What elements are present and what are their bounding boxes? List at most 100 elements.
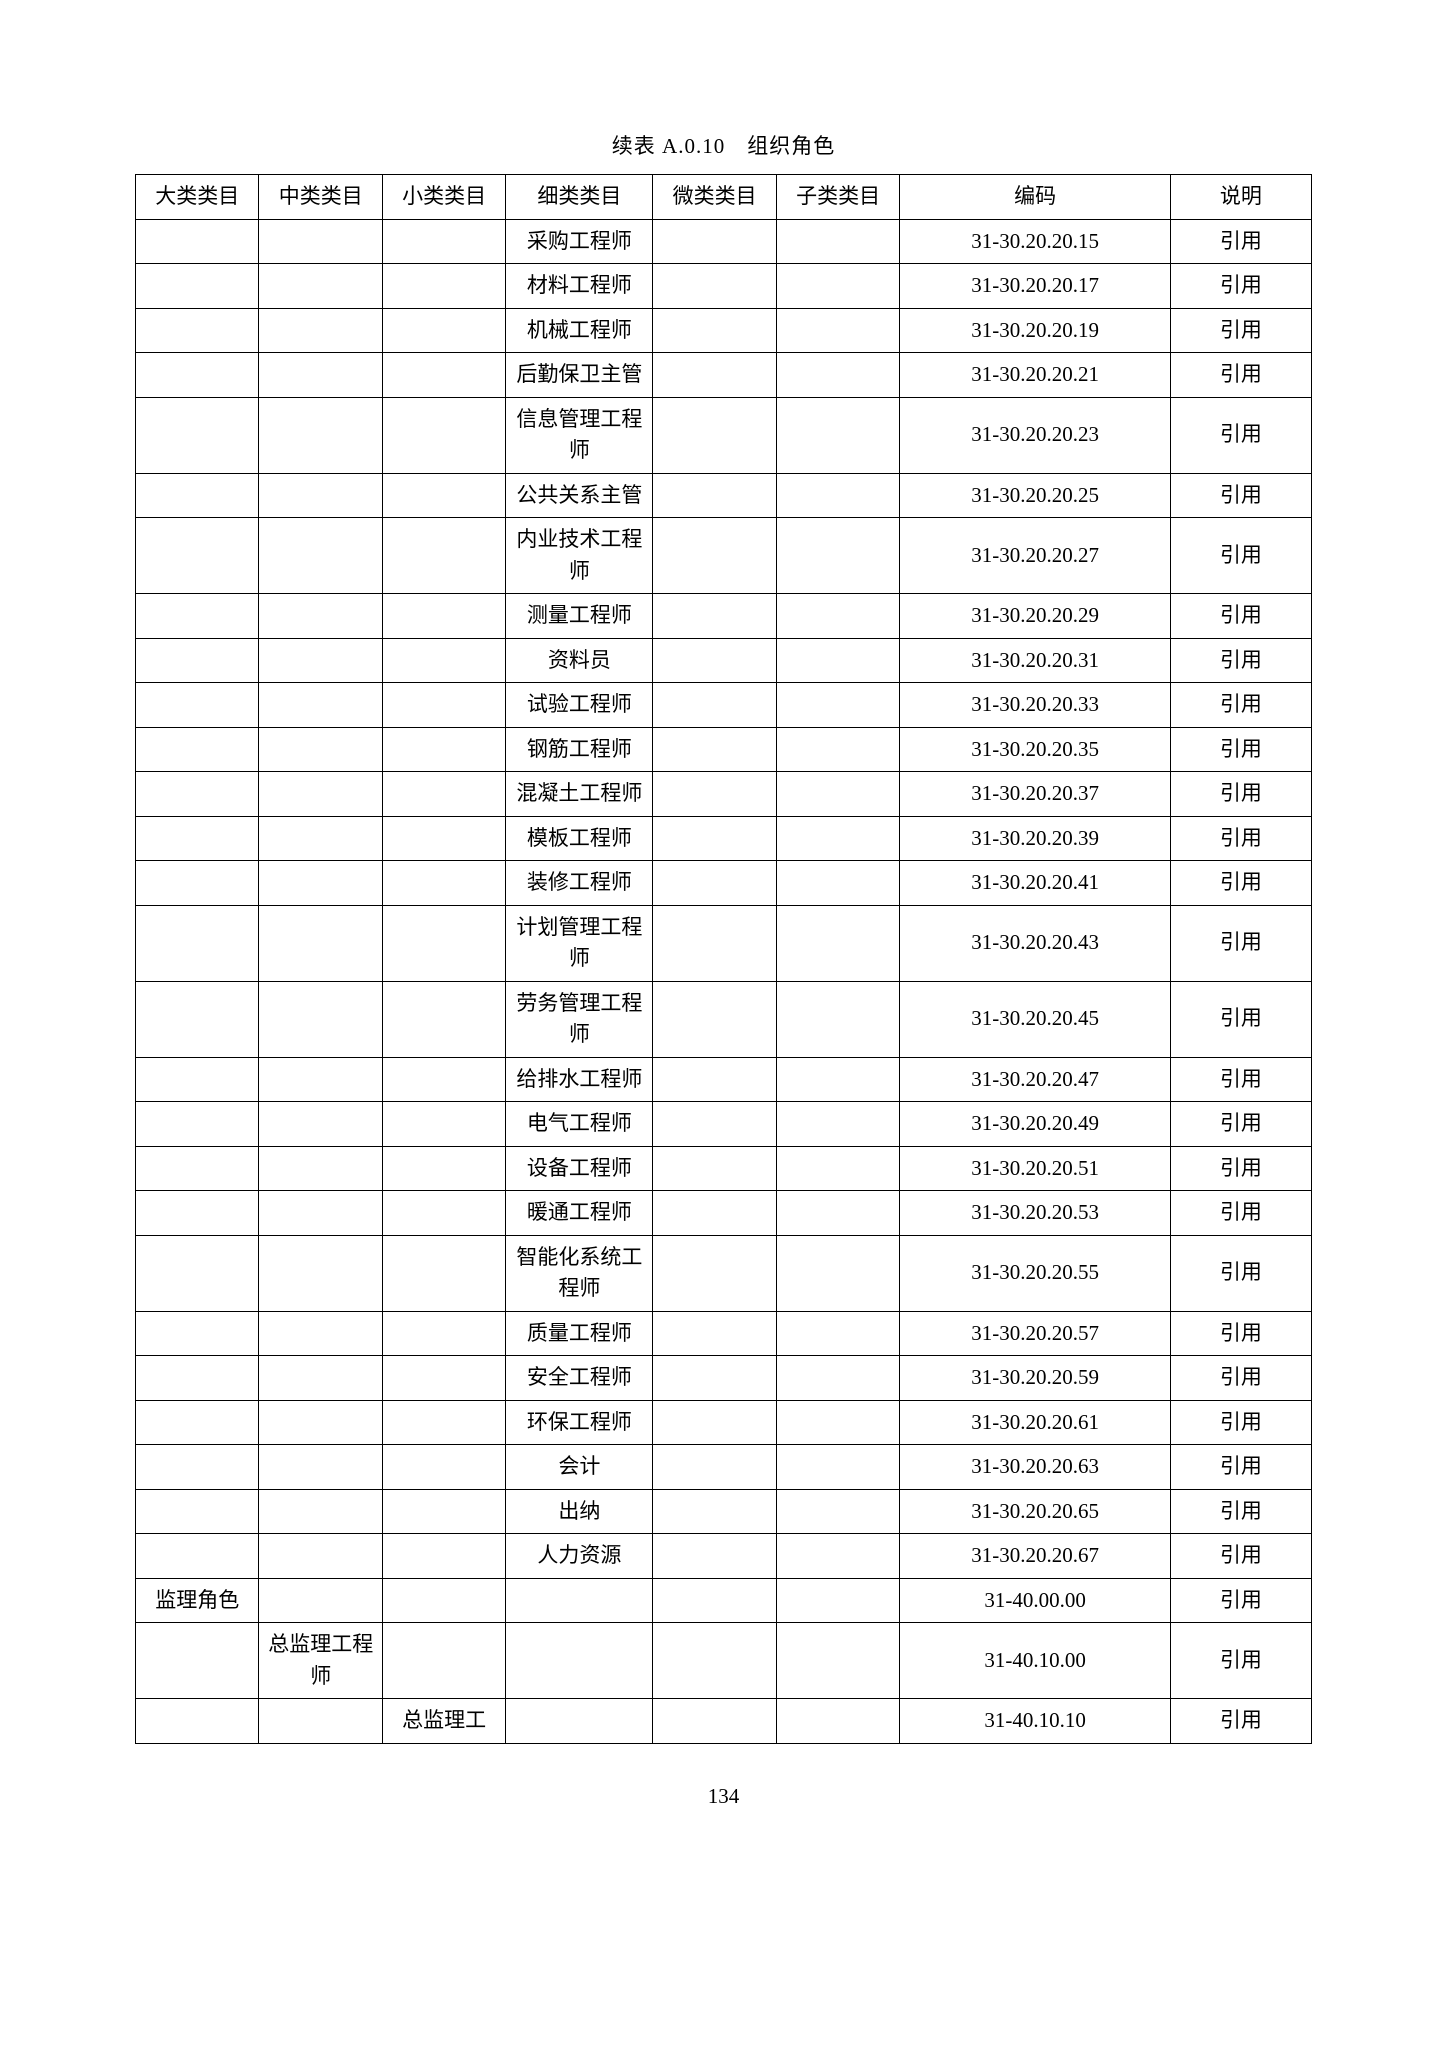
table-cell: 装修工程师	[506, 861, 653, 906]
table-cell	[136, 1445, 259, 1490]
table-cell	[506, 1578, 653, 1623]
table-cell: 31-30.20.20.51	[900, 1146, 1170, 1191]
table-cell	[776, 1534, 899, 1579]
table-cell: 31-30.20.20.27	[900, 518, 1170, 594]
table-row: 环保工程师31-30.20.20.61引用	[136, 1400, 1312, 1445]
table-cell: 引用	[1170, 1191, 1311, 1236]
table-cell: 引用	[1170, 816, 1311, 861]
table-cell: 31-30.20.20.25	[900, 473, 1170, 518]
table-cell	[136, 816, 259, 861]
table-cell	[382, 816, 505, 861]
table-cell: 31-30.20.20.31	[900, 638, 1170, 683]
table-cell: 总监理工	[382, 1699, 505, 1744]
table-cell: 31-30.20.20.65	[900, 1489, 1170, 1534]
table-cell: 电气工程师	[506, 1102, 653, 1147]
table-cell	[776, 397, 899, 473]
table-cell	[259, 683, 382, 728]
table-row: 劳务管理工程师31-30.20.20.45引用	[136, 981, 1312, 1057]
table-cell	[136, 473, 259, 518]
table-cell: 31-30.20.20.39	[900, 816, 1170, 861]
table-cell	[259, 981, 382, 1057]
table-cell: 总监理工程师	[259, 1623, 382, 1699]
table-cell	[382, 905, 505, 981]
table-row: 暖通工程师31-30.20.20.53引用	[136, 1191, 1312, 1236]
table-cell: 信息管理工程师	[506, 397, 653, 473]
table-cell: 资料员	[506, 638, 653, 683]
table-cell: 31-30.20.20.17	[900, 264, 1170, 309]
table-cell	[776, 1057, 899, 1102]
table-cell	[506, 1699, 653, 1744]
table-cell: 引用	[1170, 594, 1311, 639]
table-row: 总监理工31-40.10.10引用	[136, 1699, 1312, 1744]
table-cell	[653, 1146, 776, 1191]
table-row: 信息管理工程师31-30.20.20.23引用	[136, 397, 1312, 473]
table-cell: 31-30.20.20.29	[900, 594, 1170, 639]
table-cell	[259, 1400, 382, 1445]
table-cell	[776, 638, 899, 683]
table-cell	[259, 1578, 382, 1623]
table-cell	[653, 518, 776, 594]
table-cell: 给排水工程师	[506, 1057, 653, 1102]
table-cell: 31-30.20.20.45	[900, 981, 1170, 1057]
table-cell	[382, 1235, 505, 1311]
table-cell	[653, 1235, 776, 1311]
table-row: 质量工程师31-30.20.20.57引用	[136, 1311, 1312, 1356]
table-cell	[653, 1400, 776, 1445]
table-cell	[653, 1311, 776, 1356]
document-page: 续表 A.0.10 组织角色 大类类目 中类类目 小类类目 细类类目 微类类目 …	[0, 0, 1447, 1869]
table-cell	[382, 1191, 505, 1236]
table-cell	[382, 638, 505, 683]
table-row: 公共关系主管31-30.20.20.25引用	[136, 473, 1312, 518]
table-cell	[653, 1356, 776, 1401]
table-cell: 引用	[1170, 1057, 1311, 1102]
table-cell	[382, 1356, 505, 1401]
table-cell: 计划管理工程师	[506, 905, 653, 981]
table-cell	[382, 1445, 505, 1490]
table-cell	[653, 683, 776, 728]
table-cell: 31-30.20.20.63	[900, 1445, 1170, 1490]
table-row: 测量工程师31-30.20.20.29引用	[136, 594, 1312, 639]
table-cell: 引用	[1170, 727, 1311, 772]
table-cell	[136, 1191, 259, 1236]
table-cell	[653, 861, 776, 906]
table-cell: 引用	[1170, 772, 1311, 817]
table-cell: 引用	[1170, 219, 1311, 264]
table-row: 总监理工程师31-40.10.00引用	[136, 1623, 1312, 1699]
table-cell	[136, 981, 259, 1057]
table-cell	[136, 683, 259, 728]
role-table: 大类类目 中类类目 小类类目 细类类目 微类类目 子类类目 编码 说明 采购工程…	[135, 174, 1312, 1744]
table-cell	[382, 1489, 505, 1534]
col-header-sub: 子类类目	[776, 175, 899, 220]
table-cell: 31-30.20.20.41	[900, 861, 1170, 906]
table-row: 钢筋工程师31-30.20.20.35引用	[136, 727, 1312, 772]
table-cell: 31-30.20.20.57	[900, 1311, 1170, 1356]
table-cell	[382, 219, 505, 264]
table-cell	[653, 1445, 776, 1490]
table-cell	[776, 308, 899, 353]
table-cell	[136, 264, 259, 309]
table-cell: 引用	[1170, 638, 1311, 683]
table-cell	[259, 1356, 382, 1401]
table-cell: 31-30.20.20.19	[900, 308, 1170, 353]
table-cell	[776, 1191, 899, 1236]
table-cell	[653, 353, 776, 398]
table-cell: 31-30.20.20.43	[900, 905, 1170, 981]
table-cell	[259, 1489, 382, 1534]
table-cell	[259, 638, 382, 683]
table-cell	[382, 308, 505, 353]
table-cell: 引用	[1170, 264, 1311, 309]
table-cell	[776, 905, 899, 981]
table-cell	[382, 1400, 505, 1445]
table-cell: 引用	[1170, 1400, 1311, 1445]
col-header-micro: 微类类目	[653, 175, 776, 220]
table-cell	[653, 816, 776, 861]
table-cell	[136, 518, 259, 594]
table-cell	[653, 1578, 776, 1623]
table-row: 会计31-30.20.20.63引用	[136, 1445, 1312, 1490]
table-cell	[653, 1102, 776, 1147]
table-cell	[653, 1489, 776, 1534]
table-row: 出纳31-30.20.20.65引用	[136, 1489, 1312, 1534]
table-cell	[776, 1489, 899, 1534]
table-cell: 引用	[1170, 518, 1311, 594]
table-cell	[776, 1400, 899, 1445]
